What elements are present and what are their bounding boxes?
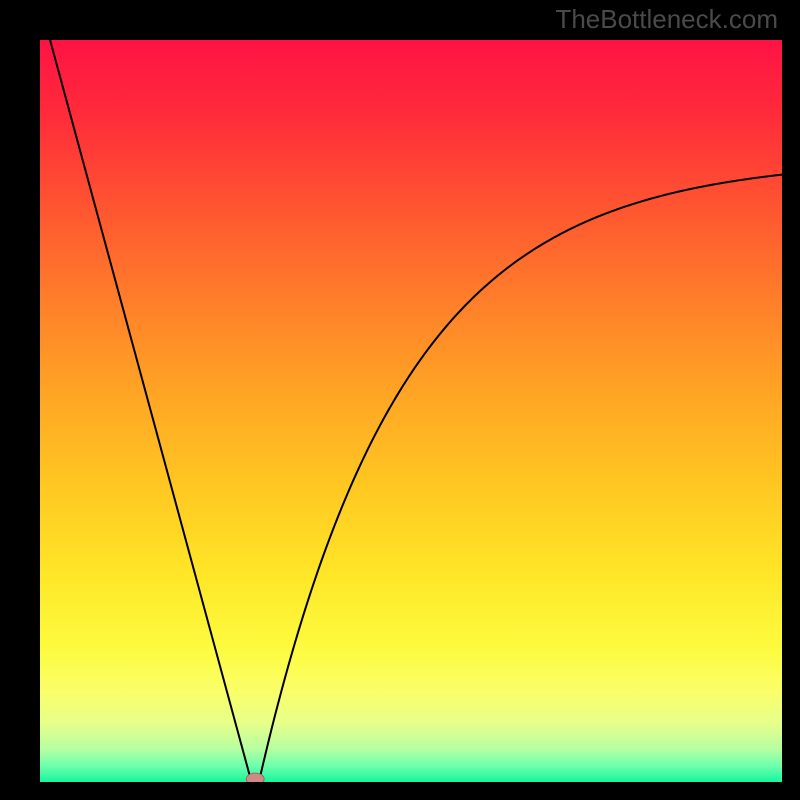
chart-frame: TheBottleneck.com bbox=[0, 0, 800, 800]
bottleneck-curve bbox=[40, 40, 782, 782]
minimum-marker bbox=[246, 773, 264, 782]
watermark-text: TheBottleneck.com bbox=[555, 4, 778, 35]
plot-area bbox=[40, 40, 782, 782]
